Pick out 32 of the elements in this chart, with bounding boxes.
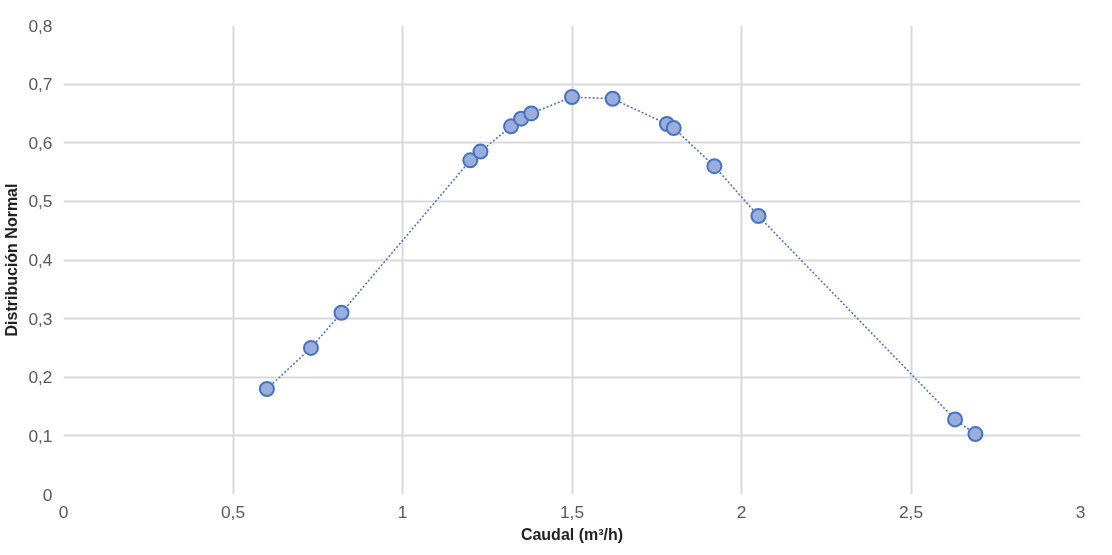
point — [502, 118, 519, 135]
y-axis-title: Distribución Normal — [3, 183, 21, 337]
point — [706, 158, 723, 175]
point — [947, 411, 964, 428]
y-tick-label: 0,1 — [28, 425, 53, 446]
x-tick-label: 3 — [1075, 501, 1086, 522]
x-tick-label: 0,5 — [220, 501, 246, 522]
point — [750, 208, 767, 225]
y-tick-label: 0,3 — [28, 308, 53, 329]
point — [665, 120, 682, 137]
y-tick-label: 0,4 — [28, 250, 53, 270]
point — [523, 105, 540, 122]
point — [333, 304, 350, 321]
y-tick-label: 0,7 — [28, 74, 53, 95]
point — [472, 143, 489, 160]
y-tick-label: 0 — [42, 484, 53, 505]
y-tick-label: 0,5 — [28, 191, 53, 212]
x-tick-label: 2 — [736, 501, 747, 522]
y-tick-label: 0,8 — [28, 15, 53, 36]
x-tick-label: 2,5 — [898, 501, 924, 522]
y-tick-label: 0,6 — [28, 132, 53, 153]
point — [604, 90, 621, 107]
point — [564, 89, 580, 106]
point — [967, 426, 984, 443]
x-tick-label: 1 — [397, 501, 408, 522]
y-tick-label: 0,2 — [28, 367, 53, 388]
point — [258, 380, 275, 397]
x-tick-label: 1,5 — [559, 501, 585, 522]
point — [302, 339, 319, 356]
x-axis-title: Caudal (m³/h) — [520, 525, 624, 543]
x-tick-label: 0 — [58, 501, 69, 522]
point — [462, 152, 479, 169]
